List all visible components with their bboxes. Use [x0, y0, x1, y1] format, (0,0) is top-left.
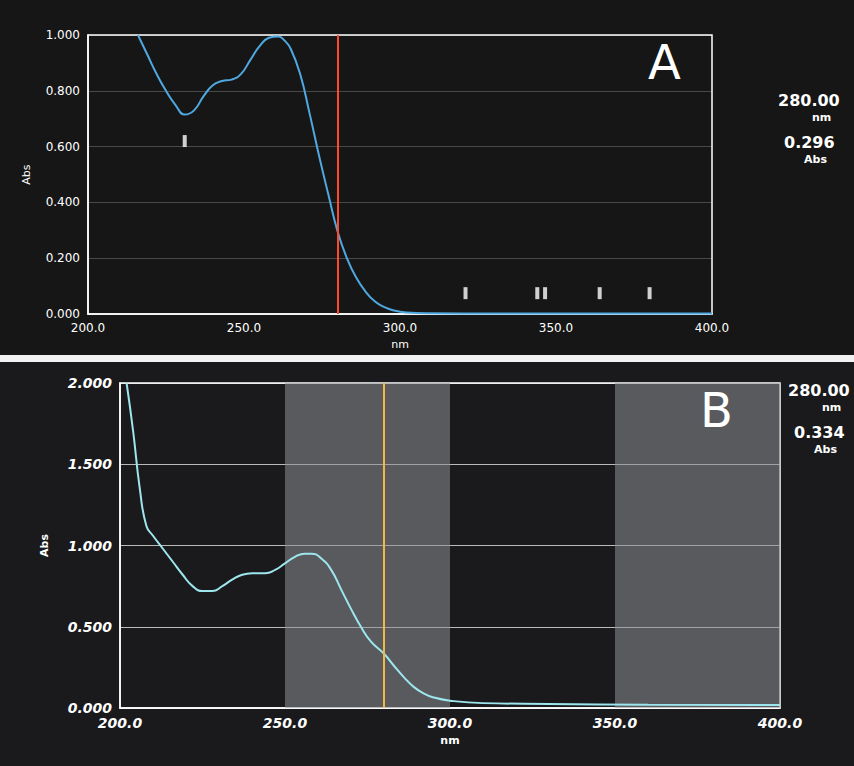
- svg-text:A: A: [648, 34, 681, 90]
- svg-text:400.0: 400.0: [695, 321, 729, 335]
- svg-text:0.296: 0.296: [784, 133, 835, 152]
- svg-text:280.00: 280.00: [778, 91, 840, 110]
- svg-text:nm: nm: [822, 401, 841, 414]
- svg-text:0.400: 0.400: [46, 195, 80, 209]
- svg-text:B: B: [700, 382, 733, 438]
- svg-text:0.200: 0.200: [46, 251, 80, 265]
- svg-text:250.0: 250.0: [263, 715, 308, 731]
- svg-text:Abs: Abs: [20, 164, 33, 185]
- svg-text:0.000: 0.000: [68, 700, 113, 716]
- svg-text:0.500: 0.500: [68, 619, 113, 635]
- svg-text:200.0: 200.0: [98, 715, 143, 731]
- svg-text:250.0: 250.0: [227, 321, 261, 335]
- svg-text:350.0: 350.0: [539, 321, 573, 335]
- svg-text:1.000: 1.000: [68, 538, 113, 554]
- svg-text:1.000: 1.000: [46, 28, 80, 42]
- svg-text:nm: nm: [391, 338, 409, 351]
- svg-text:1.500: 1.500: [68, 456, 113, 472]
- svg-text:0.334: 0.334: [794, 423, 845, 442]
- svg-text:0.800: 0.800: [46, 84, 80, 98]
- svg-text:nm: nm: [812, 111, 831, 124]
- svg-text:300.0: 300.0: [428, 715, 473, 731]
- svg-text:400.0: 400.0: [757, 715, 803, 731]
- svg-text:Abs: Abs: [38, 534, 51, 557]
- svg-text:0.000: 0.000: [46, 307, 80, 321]
- svg-text:300.0: 300.0: [383, 321, 417, 335]
- svg-text:280.00: 280.00: [788, 381, 850, 400]
- svg-text:2.000: 2.000: [68, 375, 113, 391]
- svg-text:350.0: 350.0: [593, 715, 638, 731]
- svg-text:0.600: 0.600: [46, 140, 80, 154]
- svg-text:nm: nm: [440, 734, 459, 747]
- svg-text:200.0: 200.0: [71, 321, 105, 335]
- svg-text:Abs: Abs: [814, 443, 837, 456]
- svg-text:Abs: Abs: [804, 153, 827, 166]
